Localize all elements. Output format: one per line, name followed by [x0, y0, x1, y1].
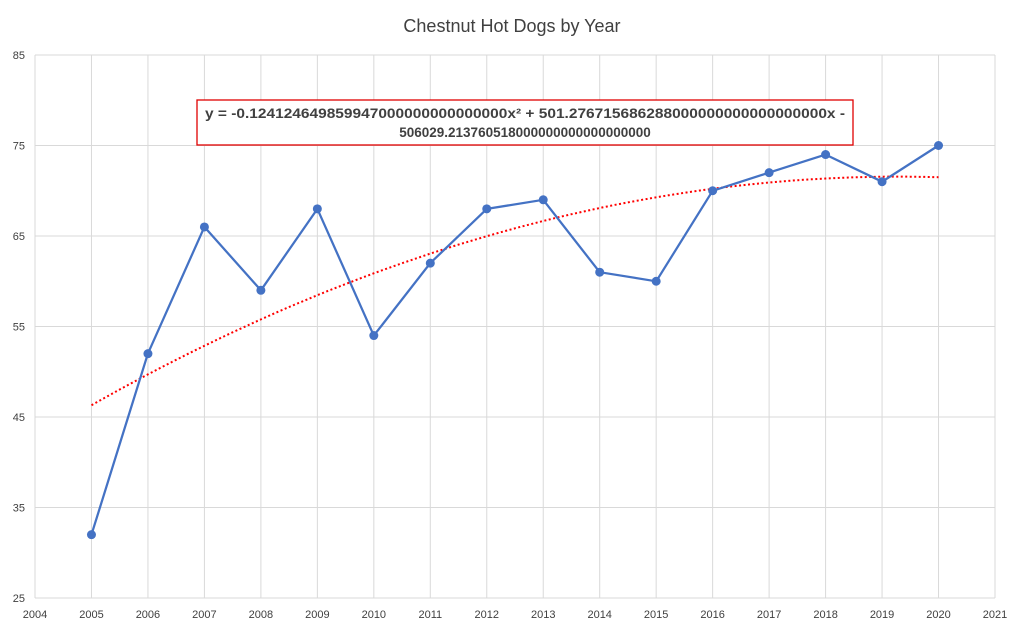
equation-annotation: y = -0.124124649859947000000000000000x² …	[196, 99, 854, 146]
x-tick-label: 2013	[531, 609, 555, 621]
x-tick-label: 2021	[983, 609, 1007, 621]
equation-box	[196, 99, 854, 146]
y-tick-label: 55	[13, 322, 25, 334]
data-point	[877, 177, 887, 187]
data-point	[425, 258, 435, 268]
data-point	[199, 222, 209, 232]
data-point	[312, 204, 322, 214]
y-tick-label: 45	[13, 412, 25, 424]
data-point	[764, 168, 774, 178]
trendline	[91, 175, 939, 407]
x-tick-label: 2011	[418, 609, 442, 621]
x-tick-label: 2017	[757, 609, 781, 621]
x-tick-label: 2006	[136, 609, 160, 621]
data-point	[651, 276, 661, 286]
x-tick-label: 2019	[870, 609, 894, 621]
x-tick-label: 2009	[305, 609, 329, 621]
x-tick-label: 2004	[23, 609, 47, 621]
x-tick-label: 2010	[362, 609, 386, 621]
axis-labels: 2004 2005 2006 2007 2008 2009 2010 2011 2012 2013…	[13, 50, 1007, 621]
series-line	[90, 144, 940, 535]
data-point	[934, 141, 944, 150]
x-tick-label: 2007	[192, 609, 216, 621]
data-point	[143, 349, 153, 359]
y-tick-label: 75	[13, 141, 25, 153]
y-tick-label: 25	[13, 593, 25, 605]
equation-line-1: y = -0.124124649859947000000000000000x² …	[205, 106, 845, 121]
y-tick-label: 85	[13, 50, 25, 62]
x-tick-label: 2016	[700, 609, 724, 621]
x-tick-label: 2020	[926, 609, 950, 621]
x-tick-label: 2012	[475, 609, 499, 621]
x-tick-label: 2014	[587, 609, 611, 621]
data-point	[538, 195, 548, 205]
data-point	[369, 331, 379, 341]
trendline-path	[91, 175, 939, 407]
chart-title: Chestnut Hot Dogs by Year	[403, 16, 620, 36]
x-tick-label: 2015	[644, 609, 668, 621]
x-tick-label: 2008	[249, 609, 273, 621]
y-tick-label: 65	[13, 231, 25, 243]
data-point	[86, 530, 96, 540]
data-point	[708, 186, 718, 196]
x-tick-label: 2005	[79, 609, 103, 621]
data-point	[256, 285, 266, 295]
equation-line-2: 506029.213760518000000000000000000	[399, 125, 651, 140]
data-point	[482, 204, 492, 214]
data-point	[821, 150, 831, 160]
data-point	[595, 267, 605, 277]
x-tick-label: 2018	[813, 609, 837, 621]
series	[86, 141, 944, 540]
y-tick-label: 35	[13, 503, 25, 515]
